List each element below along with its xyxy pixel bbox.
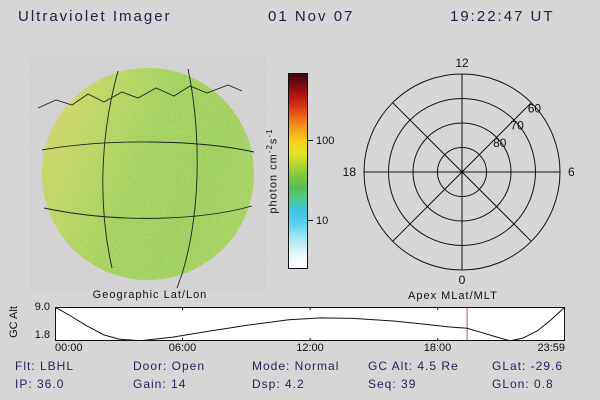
gc-alt-ytick-max: 9.0 — [34, 301, 50, 313]
colorbar-ticks: 100 10 — [308, 73, 338, 269]
status-row-1: Flt: LBHL Door: Open Mode: Normal GC Alt… — [0, 359, 600, 375]
xtick-label: 18:00 — [423, 342, 452, 354]
svg-text:60: 60 — [528, 101, 542, 115]
xtick-label: 12:00 — [296, 342, 324, 354]
status-seq: Seq: 39 — [368, 377, 417, 391]
status-door: Door: Open — [133, 359, 206, 373]
status-glon: GLon: 0.8 — [492, 377, 554, 391]
colorbar-label-exp2: -1 — [265, 128, 274, 138]
colorbar-gradient — [288, 73, 308, 269]
xtick-label: 06:00 — [168, 342, 197, 354]
status-row-2: IP: 36.0 Gain: 14 Dsp: 4.2 Seq: 39 GLon:… — [0, 377, 600, 393]
colorbar-label-exp1: -2 — [265, 144, 274, 154]
xtick-label: 00:00 — [55, 342, 83, 354]
disk-noise-overlay — [42, 68, 254, 280]
svg-text:6: 6 — [568, 165, 575, 179]
colorbar-label: photon cm-2s-1 — [265, 81, 280, 261]
page-title: Ultraviolet Imager — [18, 8, 172, 25]
status-dsp: Dsp: 4.2 — [252, 377, 305, 391]
uv-disk-image — [30, 56, 266, 292]
svg-text:0: 0 — [459, 273, 466, 287]
time-axis: 00:00 06:00 12:00 18:00 23:59 — [55, 342, 565, 356]
colorbar-label-prefix: photon cm — [267, 153, 280, 214]
gc-alt-ytick-min: 1.8 — [34, 329, 50, 341]
header-time: 19:22:47 UT — [450, 8, 555, 25]
geographic-grid-lines — [37, 68, 255, 289]
status-mode: Mode: Normal — [252, 359, 340, 373]
svg-text:80: 80 — [493, 136, 507, 150]
svg-text:70: 70 — [510, 119, 524, 133]
svg-text:18: 18 — [343, 165, 357, 179]
svg-text:12: 12 — [455, 56, 469, 70]
status-glat: GLat: -29.6 — [492, 359, 564, 373]
status-gc-alt: GC Alt: 4.5 Re — [368, 359, 459, 373]
gc-alt-chart — [55, 307, 565, 341]
status-ip: IP: 36.0 — [15, 377, 65, 391]
colorbar: photon cm-2s-1 100 10 — [265, 73, 340, 269]
colorbar-label-mid: s — [267, 137, 280, 145]
polar-caption: Apex MLat/MLT — [408, 290, 498, 302]
disk-caption: Geographic Lat/Lon — [92, 289, 208, 301]
xtick-label: 23:59 — [537, 342, 565, 354]
coastline — [37, 84, 243, 109]
header-date: 01 Nov 07 — [268, 8, 355, 25]
status-flight: Flt: LBHL — [15, 359, 75, 373]
status-gain: Gain: 14 — [133, 377, 187, 391]
